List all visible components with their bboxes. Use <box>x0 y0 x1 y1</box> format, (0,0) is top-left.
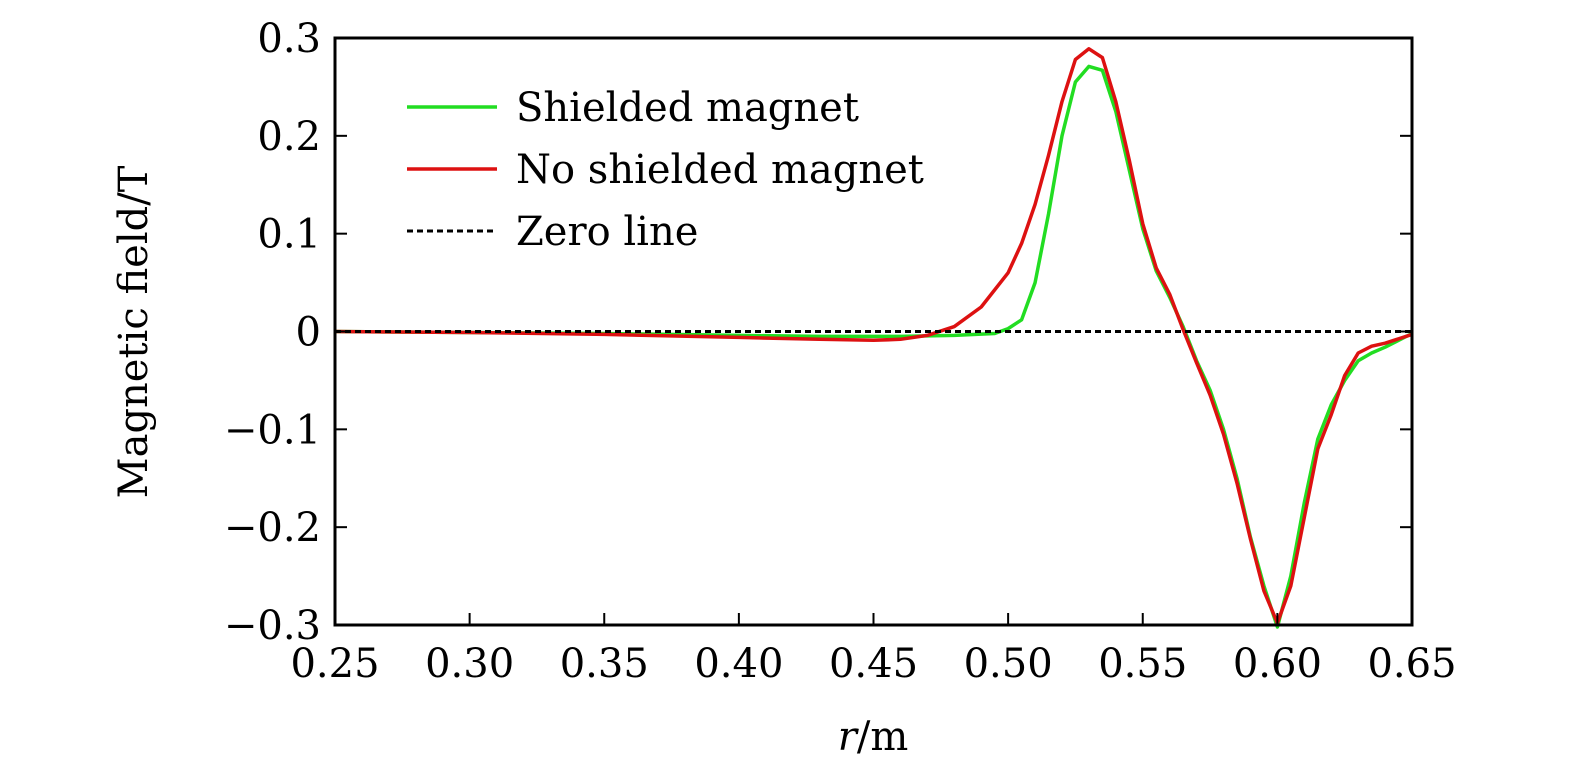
legend-label: Shielded magnet <box>516 85 859 131</box>
legend-label: No shielded magnet <box>516 147 924 193</box>
ticks-layer: 0.25 0.30 0.35 0.40 0.45 0.50 0.55 0.60 0.650.30… <box>224 16 1457 687</box>
x-tick-label: 0.25 <box>290 641 379 687</box>
series-layer <box>334 47 1413 629</box>
y-tick-label: 0.3 <box>257 16 321 62</box>
x-tick-label: 0.65 <box>1367 641 1456 687</box>
x-tick-label: 0.45 <box>829 641 918 687</box>
x-tick-label: 0.30 <box>425 641 514 687</box>
series-line-no-shielded-magnet <box>334 47 1413 625</box>
y-tick-label: −0.1 <box>224 407 321 453</box>
x-tick-label: 0.35 <box>560 641 649 687</box>
x-axis-label: r/m <box>838 714 909 760</box>
x-tick-label: 0.50 <box>964 641 1053 687</box>
x-tick-label: 0.55 <box>1098 641 1187 687</box>
x-tick-label: 0.40 <box>694 641 783 687</box>
y-tick-label: −0.3 <box>224 603 321 649</box>
y-tick-label: −0.2 <box>224 505 321 551</box>
legend-label: Zero line <box>516 209 698 255</box>
y-tick-label: 0.1 <box>257 212 321 258</box>
x-tick-label: 0.60 <box>1233 641 1322 687</box>
y-tick-label: 0.2 <box>257 114 321 160</box>
legend: Shielded magnet No shielded magnet Zero li… <box>407 85 924 255</box>
y-tick-label: 0 <box>296 310 321 356</box>
y-axis-label: Magnetic field/T <box>111 165 157 498</box>
